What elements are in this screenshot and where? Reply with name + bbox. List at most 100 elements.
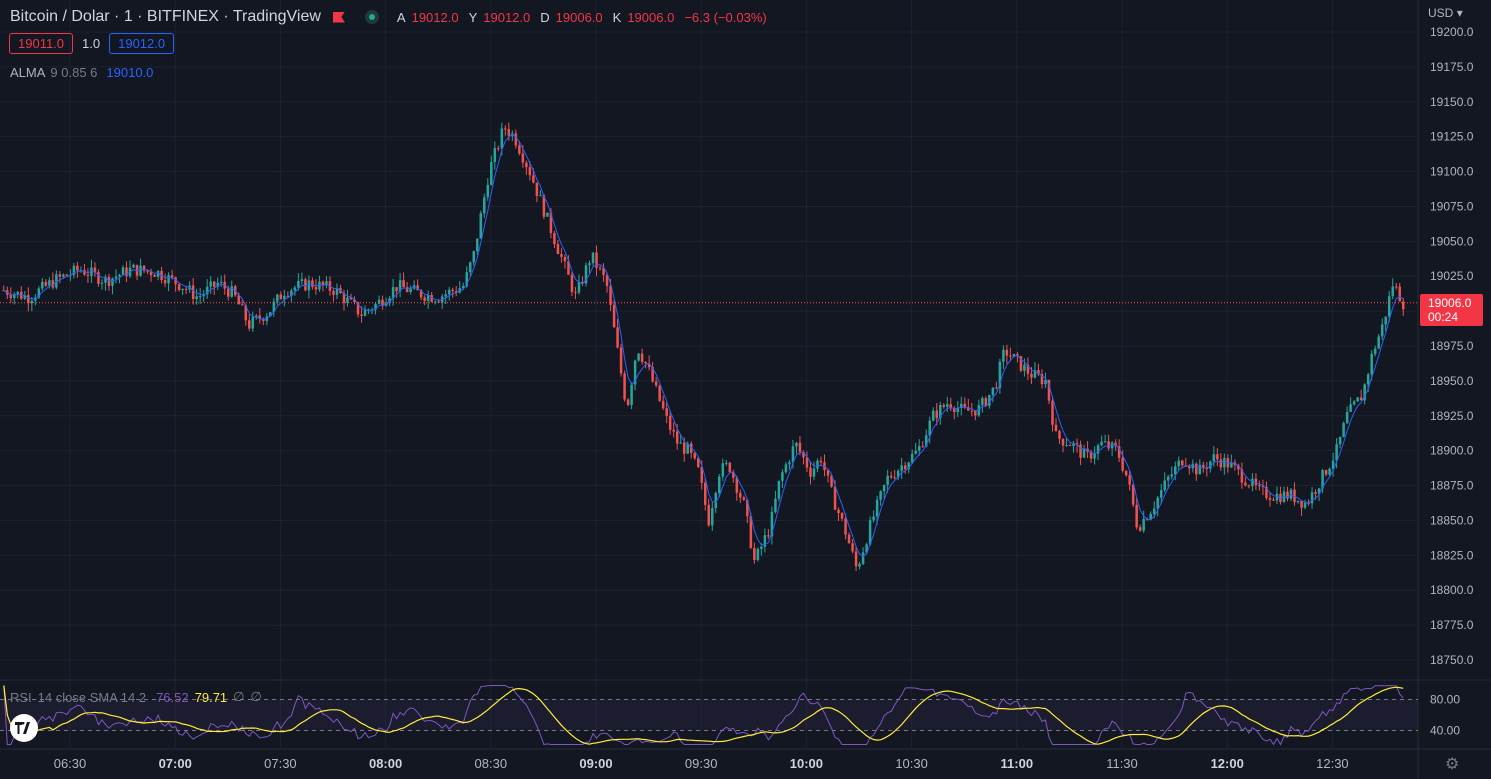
candle-body <box>939 404 942 419</box>
candle-body <box>1058 431 1061 439</box>
sell-button[interactable]: 19011.0 <box>9 33 74 54</box>
candle-body <box>1054 424 1058 432</box>
candle-body <box>865 544 868 553</box>
candle-body <box>167 275 170 284</box>
symbol-title[interactable]: Bitcoin / Dolar · 1 · BITFINEX · Trading… <box>10 8 321 25</box>
candle-body <box>1338 436 1342 445</box>
candle-body <box>805 457 809 468</box>
candle-body <box>423 297 426 301</box>
candle-body <box>1163 480 1166 491</box>
candle-body <box>886 475 889 486</box>
alma-legend[interactable]: ALMA 9 0.85 6 19010.0 <box>10 65 153 80</box>
price-tick-label: 18850.0 <box>1430 513 1474 527</box>
candle-body <box>9 294 13 298</box>
price-tick-label: 19175.0 <box>1430 60 1474 74</box>
symbol-legend[interactable]: Bitcoin / Dolar · 1 · BITFINEX · Trading… <box>10 7 771 27</box>
quantity-value[interactable]: 1.0 <box>82 36 101 51</box>
candle-body <box>781 472 784 481</box>
indicator-name: ALMA <box>10 65 46 80</box>
candle-body <box>276 294 279 302</box>
candle-body <box>405 287 409 292</box>
candle-body <box>500 128 504 149</box>
market-status-icon[interactable] <box>364 10 379 24</box>
candle-body <box>219 281 223 283</box>
candle-body <box>23 295 27 299</box>
candle-body <box>58 274 62 277</box>
candle-body <box>146 270 149 272</box>
candle-body <box>430 294 433 302</box>
last-price-label: 19006.0 00:24 <box>1420 294 1483 326</box>
candle-body <box>707 504 711 526</box>
candle-body <box>1300 500 1303 508</box>
candle-body <box>1033 370 1037 378</box>
candle-body <box>93 267 97 273</box>
candle-body <box>1272 499 1275 501</box>
alma-line <box>3 133 1404 557</box>
candle-body <box>1174 466 1177 475</box>
candle-body <box>584 265 588 284</box>
candle-body <box>300 279 304 282</box>
candle-body <box>609 285 612 305</box>
candle-body <box>311 280 314 287</box>
candle-body <box>290 290 293 296</box>
candle-body <box>556 244 560 255</box>
candle-body <box>1380 324 1384 337</box>
candle-body <box>549 212 553 233</box>
candle-body <box>1237 465 1240 470</box>
candle-body <box>1030 373 1033 378</box>
candle-body <box>1293 489 1296 503</box>
candle-body <box>72 265 76 275</box>
candle-body <box>51 280 55 288</box>
candle-body <box>86 274 90 276</box>
candle-body <box>335 287 339 295</box>
candle-body <box>156 270 160 277</box>
candle-body <box>970 410 974 412</box>
candle-body <box>1156 497 1159 509</box>
candle-body <box>760 546 763 549</box>
time-tick-label: 08:00 <box>369 756 402 771</box>
candle-body <box>44 281 48 286</box>
candle-body <box>461 286 465 289</box>
candle-body <box>981 398 984 406</box>
buy-button[interactable]: 19012.0 <box>109 33 175 54</box>
candle-body <box>483 197 486 214</box>
candle-body <box>767 535 770 537</box>
candle-body <box>83 270 86 275</box>
candle-body <box>595 252 598 268</box>
low-label: D <box>540 9 550 25</box>
candle-body <box>41 281 44 289</box>
candle-body <box>1391 286 1394 297</box>
candle-body <box>1082 448 1086 458</box>
candle-body <box>447 289 451 295</box>
candle-body <box>1230 462 1233 468</box>
candle-body <box>651 367 654 382</box>
candle-body <box>1159 490 1163 498</box>
candle-body <box>725 462 728 464</box>
close-label: K <box>612 9 622 25</box>
flag-icon[interactable] <box>332 11 345 23</box>
rsi-legend[interactable]: RSI 14 close SMA 14 2 76.52 79.71 ∅ ∅ <box>10 689 262 705</box>
candle-body <box>241 304 244 306</box>
candle-body <box>16 291 20 295</box>
candle-body <box>953 408 956 413</box>
candle-body <box>588 263 591 266</box>
candle-body <box>900 465 903 471</box>
candle-body <box>535 182 539 196</box>
time-tick-label: 07:00 <box>159 756 192 771</box>
candle-body <box>819 460 823 463</box>
low-value: 19006.0 <box>555 9 603 25</box>
candle-body <box>174 277 177 285</box>
price-tick-label: 18950.0 <box>1430 374 1474 388</box>
price-tick-label: 19050.0 <box>1430 234 1474 248</box>
tradingview-logo-icon[interactable] <box>10 714 38 742</box>
candle-body <box>770 511 774 537</box>
currency-selector[interactable]: USD ▾ <box>1428 6 1463 20</box>
rsi-name: RSI <box>10 689 32 705</box>
candle-body <box>921 446 924 448</box>
time-tick-label: 09:30 <box>685 756 718 771</box>
gear-icon[interactable]: ⚙ <box>1445 756 1460 773</box>
candle-body <box>1037 370 1040 375</box>
candle-body <box>858 563 861 567</box>
